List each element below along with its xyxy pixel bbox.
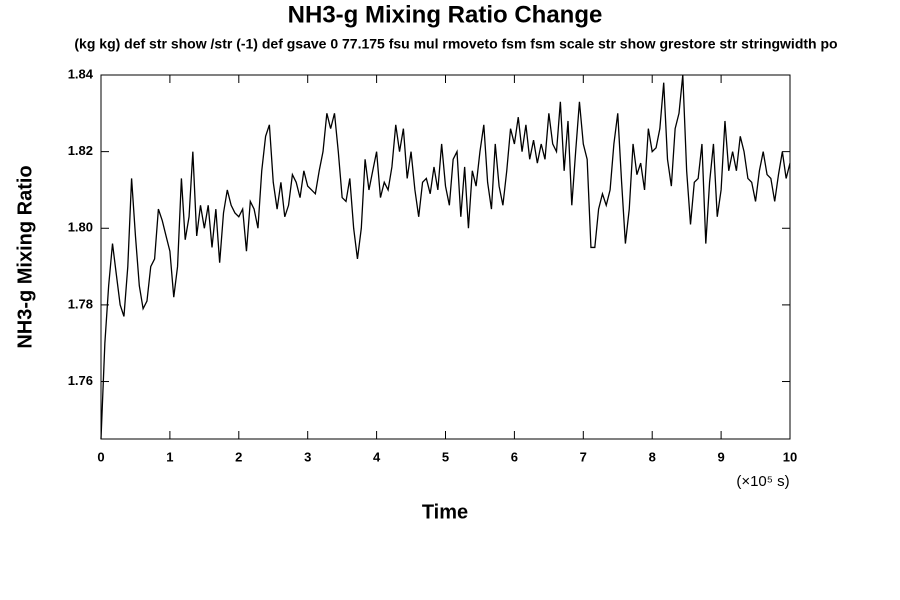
chart-title: NH3-g Mixing Ratio Change — [288, 1, 603, 28]
y-tick-label: 1.76 — [68, 373, 93, 388]
data-line — [100, 74, 791, 440]
x-axis-label: Time — [422, 501, 468, 523]
x-tick-label: 8 — [649, 449, 656, 464]
x-tick-label: 4 — [373, 449, 381, 464]
x-tick-label: 9 — [717, 449, 724, 464]
y-axis-label: NH3-g Mixing Ratio — [14, 165, 36, 348]
x-tick-label: 1 — [166, 449, 173, 464]
x-axis-unit: (×10⁵ s) — [736, 473, 789, 490]
x-tick-label: 2 — [235, 449, 242, 464]
y-tick-label: 1.78 — [68, 296, 93, 311]
chart-subtitle: (kg kg) def str show /str (-1) def gsave… — [74, 36, 837, 52]
y-tick-label: 1.80 — [68, 220, 93, 235]
x-tick-label: 0 — [97, 449, 104, 464]
plot-frame — [100, 74, 791, 440]
y-tick-label: 1.82 — [68, 143, 93, 158]
y-tick-label: 1.84 — [68, 66, 94, 81]
x-tick-label: 5 — [442, 449, 449, 464]
x-tick-label: 3 — [304, 449, 311, 464]
x-tick-label: 6 — [511, 449, 518, 464]
x-tick-label: 7 — [580, 449, 587, 464]
x-tick-label: 10 — [783, 449, 797, 464]
